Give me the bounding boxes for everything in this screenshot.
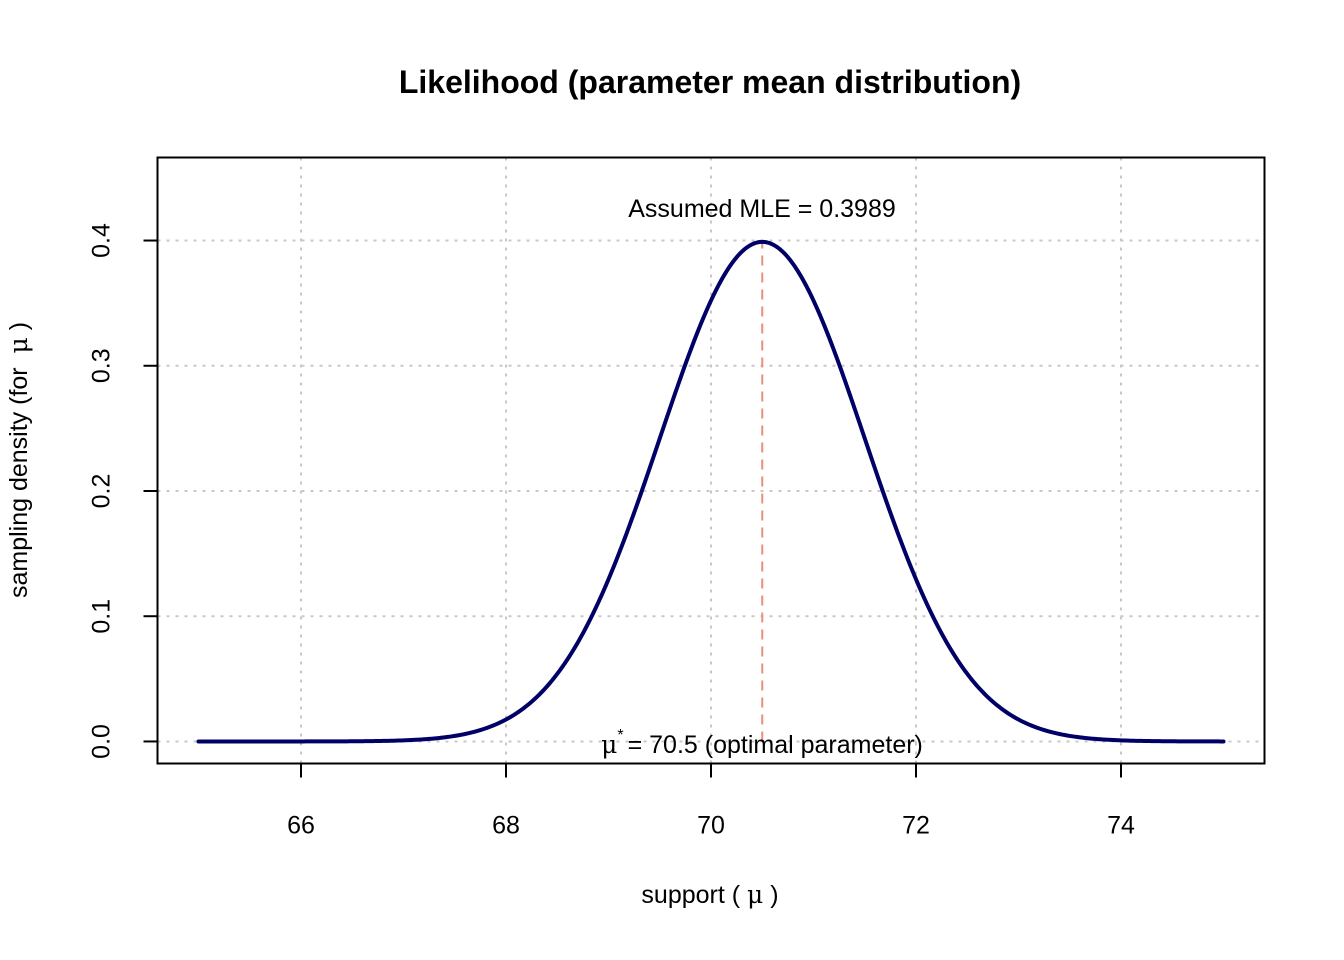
optimal-parameter-annotation: μ* = 70.5 (optimal parameter)	[601, 727, 923, 759]
x-axis-title: support ( μ )	[641, 880, 778, 909]
y-axis: 0.0 0.1 0.2 0.3 0.4	[88, 223, 159, 759]
y-tick-label: 0.1	[88, 599, 116, 634]
x-tick-label: 68	[492, 812, 520, 840]
grid	[157, 157, 1265, 764]
y-tick-label: 0.4	[88, 223, 116, 258]
y-axis-title: sampling density (for μ )	[4, 322, 33, 598]
series-group	[196, 239, 1226, 744]
density-curve	[196, 239, 1226, 744]
chart-title: Likelihood (parameter mean distribution)	[399, 64, 1021, 100]
x-tick-label: 70	[697, 812, 725, 840]
x-tick-label: 74	[1107, 812, 1135, 840]
x-axis: 66 68 70 72 74	[287, 762, 1135, 840]
mle-annotation: Assumed MLE = 0.3989	[628, 195, 896, 223]
x-tick-label: 66	[287, 812, 315, 840]
y-tick-label: 0.2	[88, 474, 116, 509]
y-tick-label: 0.0	[88, 724, 116, 759]
y-tick-label: 0.3	[88, 348, 116, 383]
x-tick-label: 72	[902, 812, 930, 840]
